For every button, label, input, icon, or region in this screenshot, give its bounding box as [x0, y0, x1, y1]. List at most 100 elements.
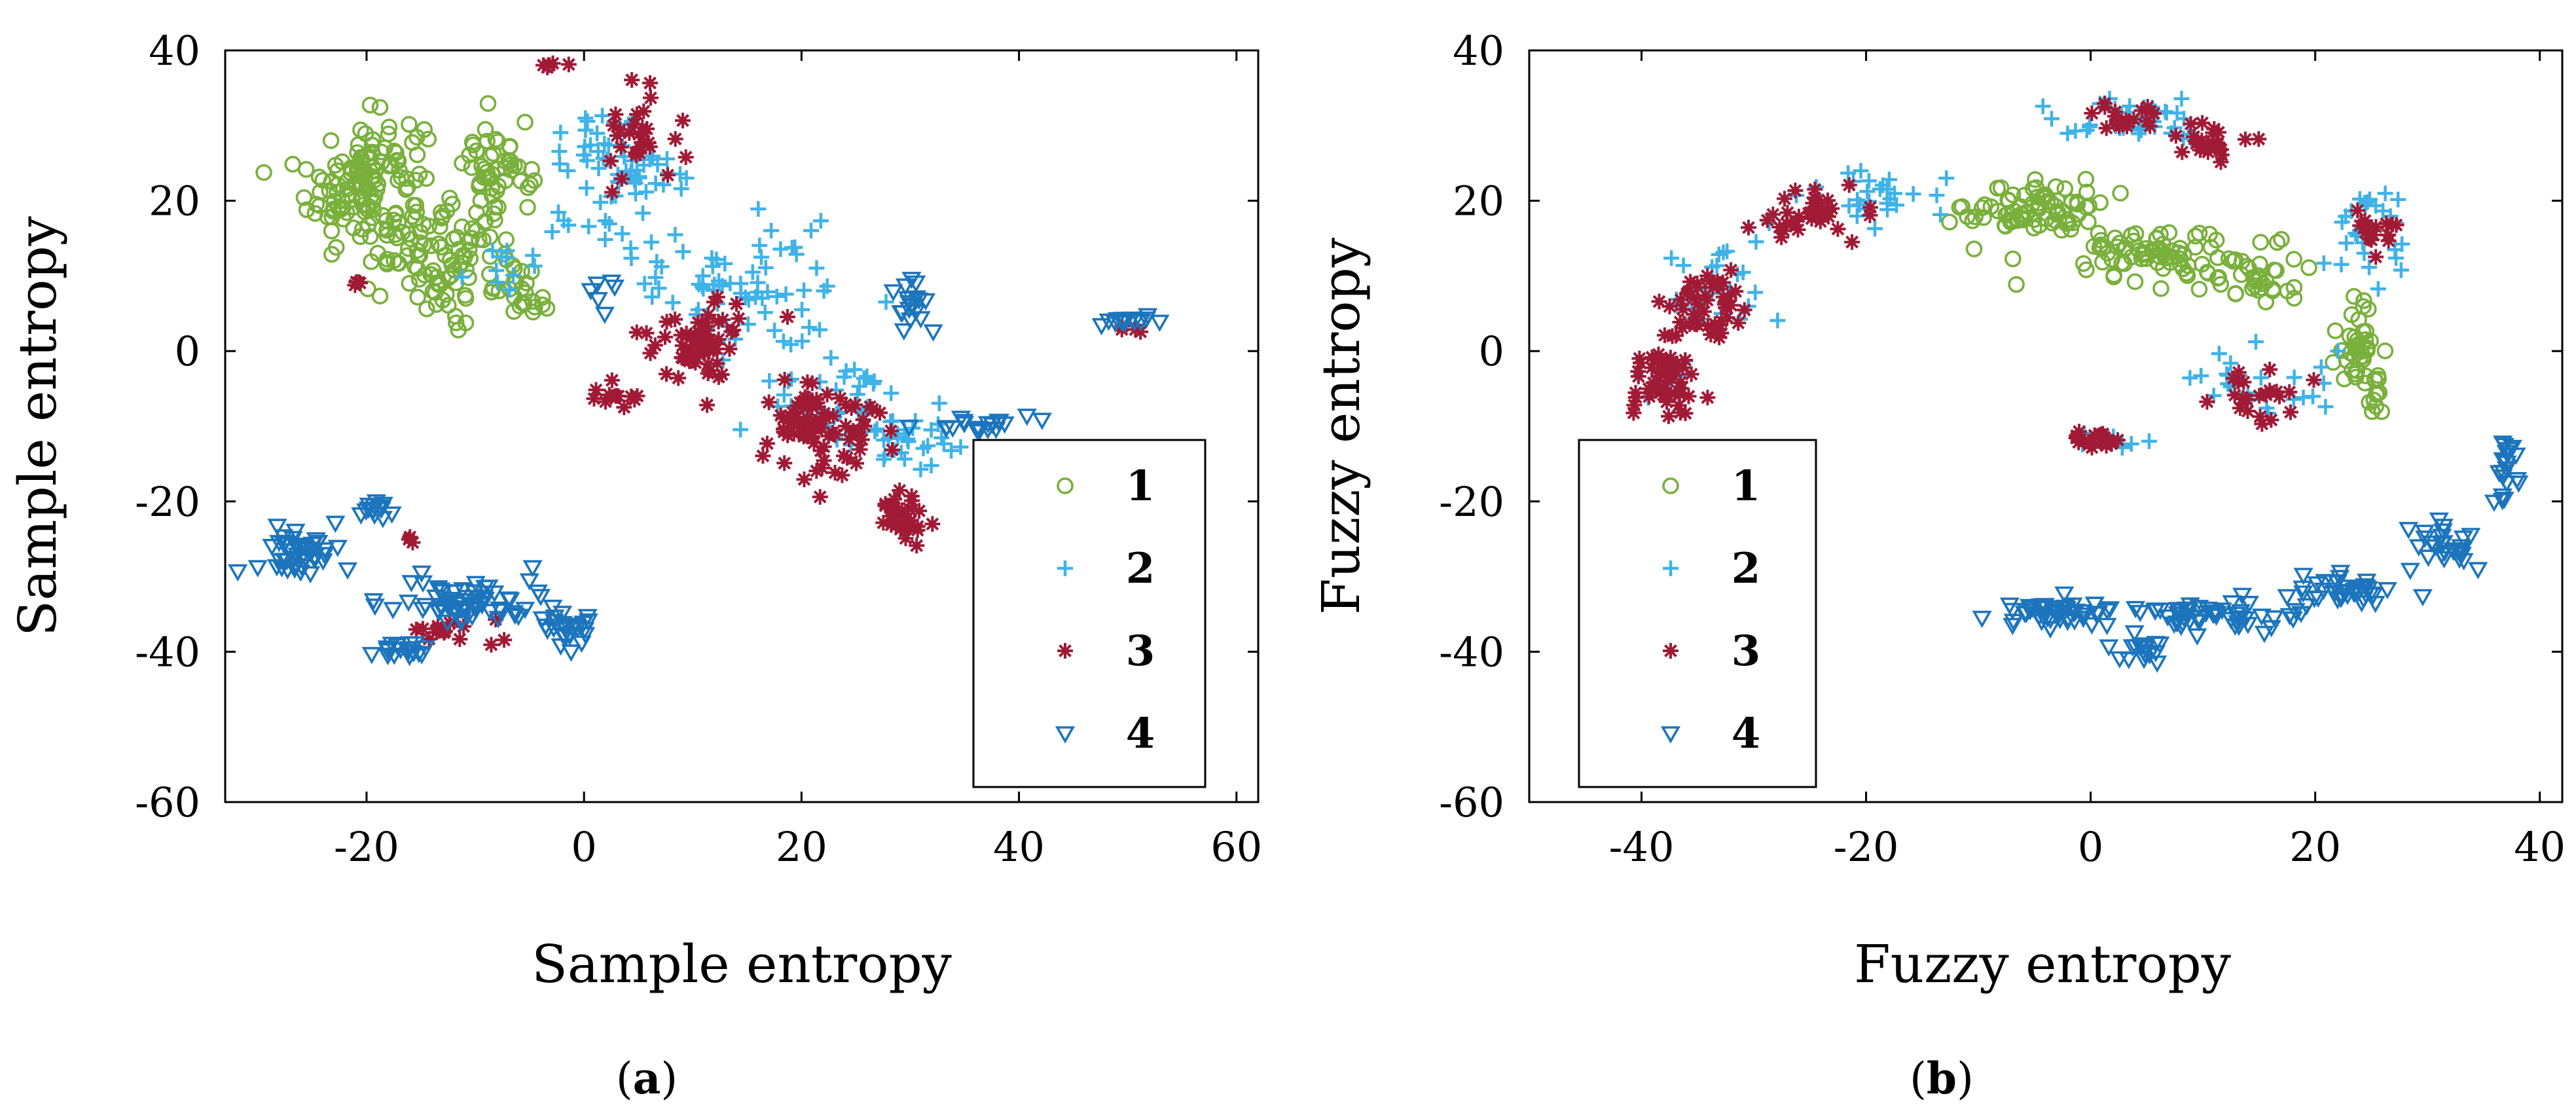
point-series-3: [1660, 407, 1678, 426]
point-series-3: [641, 73, 659, 92]
point-series-3: [482, 635, 501, 654]
point-series-3: [674, 111, 692, 130]
point-series-2: [577, 122, 593, 138]
point-series-1: [2112, 185, 2129, 202]
point-series-3: [775, 371, 794, 389]
legend-label-2: 2: [1126, 544, 1155, 593]
point-series-3: [1805, 180, 1824, 199]
point-series-2: [757, 304, 773, 320]
point-series-3: [837, 395, 855, 414]
point-series-3: [606, 105, 625, 124]
point-series-4: [2188, 628, 2207, 645]
legend-label-4: 4: [1732, 709, 1761, 758]
point-series-3: [407, 620, 426, 639]
point-series-2: [1749, 234, 1764, 249]
series-2-points: [1641, 91, 2410, 456]
point-series-1: [371, 99, 389, 116]
point-series-2: [763, 223, 779, 238]
point-series-3: [704, 293, 723, 312]
point-series-2: [628, 186, 644, 202]
point-series-3: [775, 454, 794, 473]
legend-label-3: 3: [1126, 627, 1155, 676]
point-series-3: [2095, 94, 2114, 113]
point-series-3: [1722, 284, 1741, 303]
point-series-3: [1722, 261, 1741, 280]
point-series-1: [297, 160, 315, 178]
point-series-3: [753, 447, 772, 466]
point-series-2: [667, 227, 683, 243]
point-series-2: [1938, 170, 1954, 186]
point-series-4: [2126, 600, 2145, 617]
panel-caption-b: (b): [1910, 1053, 1974, 1104]
x-tick-label: 40: [2514, 823, 2566, 871]
point-series-3: [625, 390, 644, 409]
point-series-3: [2304, 371, 2323, 390]
point-series-3: [798, 373, 817, 392]
point-series-2: [722, 276, 738, 291]
y-tick-label: -60: [1439, 778, 1504, 826]
point-series-3: [450, 630, 469, 649]
x-tick-label: -20: [334, 823, 399, 871]
point-series-4: [338, 562, 357, 579]
point-series-3: [798, 389, 817, 408]
y-tick-label: 0: [1479, 327, 1504, 375]
point-series-3: [722, 322, 741, 341]
point-series-4: [894, 323, 913, 340]
point-series-2: [2067, 123, 2083, 139]
point-series-3: [1775, 189, 1794, 208]
point-series-3: [1758, 211, 1777, 230]
point-series-3: [852, 430, 871, 449]
point-series-3: [615, 398, 634, 417]
point-series-1: [2360, 301, 2377, 318]
point-series-1: [323, 222, 340, 240]
point-series-2: [2035, 98, 2051, 114]
point-series-2: [1769, 313, 1785, 329]
point-series-1: [322, 132, 340, 149]
point-series-4: [2469, 562, 2488, 579]
y-tick-label: -20: [135, 478, 200, 526]
x-tick-label: 0: [571, 823, 596, 871]
point-series-2: [801, 320, 817, 335]
point-series-1: [2190, 280, 2208, 298]
point-series-3: [659, 166, 677, 185]
point-series-3: [896, 529, 915, 548]
point-series-3: [2253, 414, 2272, 433]
point-series-2: [623, 240, 639, 256]
point-series-3: [2236, 130, 2255, 149]
x-axis-title-b: Fuzzy entropy: [1854, 934, 2231, 995]
point-series-3: [677, 324, 696, 343]
point-series-4: [589, 291, 608, 308]
point-series-2: [2334, 257, 2349, 272]
point-series-3: [596, 392, 615, 411]
point-series-2: [2370, 281, 2386, 297]
point-series-3: [810, 487, 829, 506]
legend-marker-3: [1661, 642, 1680, 660]
point-series-2: [752, 238, 767, 253]
point-series-3: [642, 88, 660, 107]
point-series-4: [326, 515, 345, 532]
point-series-3: [698, 395, 717, 414]
point-series-3: [666, 130, 685, 149]
legend-marker-3: [1056, 642, 1074, 660]
panel-letter-a: a: [633, 1053, 661, 1104]
point-series-4: [523, 560, 542, 577]
point-series-1: [361, 96, 379, 114]
point-series-2: [794, 302, 810, 318]
x-tick-label: 0: [2078, 823, 2103, 871]
point-series-3: [2193, 113, 2212, 132]
ticks-b: -40 -20 0 20 40 40 20 0 -20 -40 -60: [1439, 27, 2566, 871]
point-series-2: [665, 295, 681, 310]
legend-label-4: 4: [1126, 709, 1155, 758]
x-tick-label: 40: [993, 823, 1045, 871]
point-series-3: [854, 411, 873, 429]
point-series-4: [2419, 549, 2438, 566]
point-series-2: [1859, 183, 1875, 199]
point-series-3: [807, 462, 826, 481]
point-series-3: [657, 312, 676, 331]
point-series-1: [2252, 234, 2269, 251]
point-series-3: [1840, 175, 1859, 194]
point-series-3: [611, 137, 630, 156]
point-series-3: [898, 509, 916, 528]
point-series-3: [825, 425, 844, 444]
